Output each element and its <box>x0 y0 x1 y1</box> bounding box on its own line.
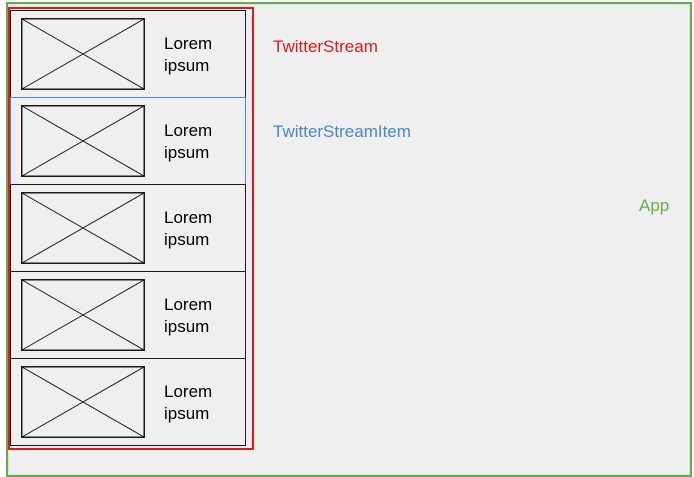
twitter-stream-container <box>8 7 254 450</box>
item-text-line1: Lorem <box>164 295 213 314</box>
app-label: App <box>639 196 670 215</box>
twitter-stream-item: Lorem ipsum <box>10 271 246 359</box>
placeholder-image-icon-svg <box>21 279 145 351</box>
item-text-line2: ipsum <box>164 404 210 423</box>
item-text: Lorem ipsum <box>164 120 244 164</box>
item-text-line2: ipsum <box>164 230 210 249</box>
twitter-stream-item-label: TwitterStreamItem <box>273 122 411 141</box>
placeholder-image-icon-svg <box>21 105 145 177</box>
placeholder-image-icon-svg <box>21 18 145 90</box>
item-text-line1: Lorem <box>164 382 213 401</box>
item-text: Lorem ipsum <box>164 33 244 77</box>
placeholder-image-icon <box>21 192 145 264</box>
item-text: Lorem ipsum <box>164 207 244 251</box>
twitter-stream-item-highlighted: Lorem ipsum <box>10 97 246 185</box>
placeholder-image-icon <box>21 18 145 90</box>
placeholder-image-icon-svg <box>21 192 145 264</box>
placeholder-image-icon <box>21 279 145 351</box>
item-text-line1: Lorem <box>164 121 213 140</box>
item-text-line2: ipsum <box>164 143 210 162</box>
twitter-stream-item: Lorem ipsum <box>10 358 246 446</box>
placeholder-image-icon <box>21 366 145 438</box>
item-text: Lorem ipsum <box>164 294 244 338</box>
item-text-line2: ipsum <box>164 317 210 336</box>
item-text-line1: Lorem <box>164 208 213 227</box>
item-text-line2: ipsum <box>164 56 210 75</box>
item-text: Lorem ipsum <box>164 381 244 425</box>
placeholder-image-icon-svg <box>21 366 145 438</box>
twitter-stream-item: Lorem ipsum <box>10 184 246 272</box>
item-text-line1: Lorem <box>164 34 213 53</box>
twitter-stream-label: TwitterStream <box>273 37 378 56</box>
twitter-stream-item: Lorem ipsum <box>10 10 246 98</box>
placeholder-image-icon <box>21 105 145 177</box>
